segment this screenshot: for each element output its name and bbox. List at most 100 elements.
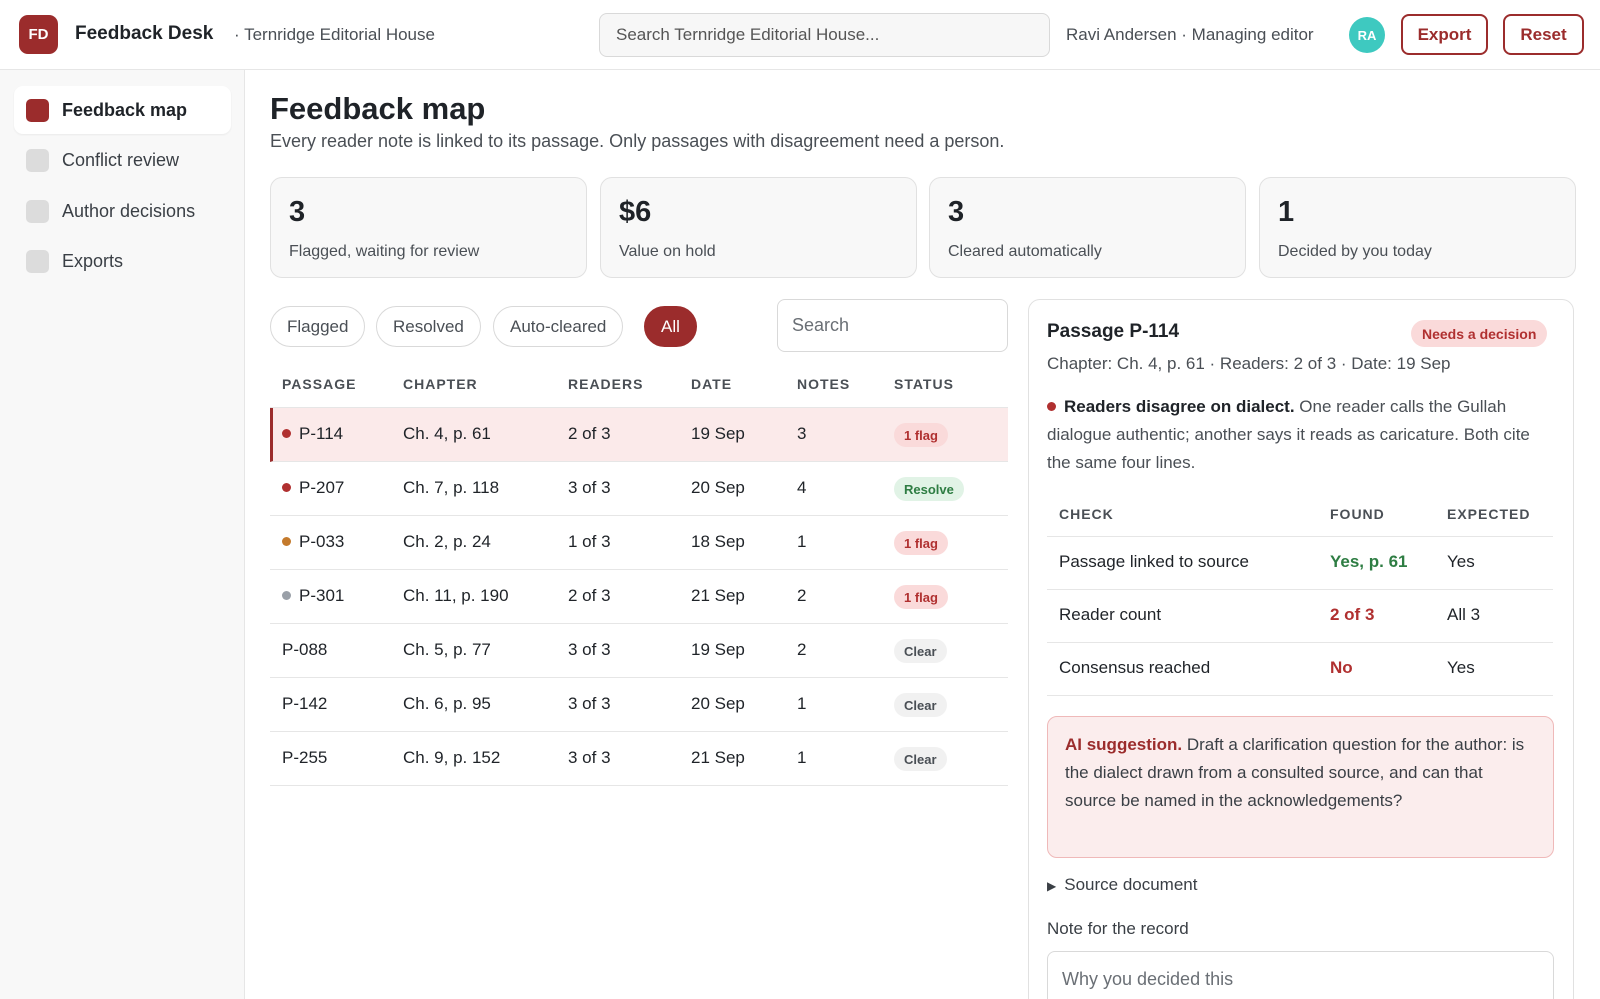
reset-button[interactable]: Reset [1503,14,1584,55]
table-row[interactable]: P-207 Ch. 7, p. 118 3 of 3 20 Sep 4 Resolve [270,462,1008,516]
cell-passage: P-033 [282,532,344,552]
nav-square-icon [26,199,49,223]
cell-text: 3 of 3 [568,748,611,767]
cell-text: P-114 [299,424,344,443]
description-headline: Readers disagree on dialect. [1064,397,1295,416]
passage-detail-panel: Passage P-114 Needs a decision Chapter: … [1028,299,1574,999]
stat-value: 3 [948,196,965,228]
cell-notes: 2 [797,586,806,606]
cell-text: 21 Sep [691,748,745,767]
ai-suggestion-box: AI suggestion. Draft a clarification que… [1047,716,1554,858]
avatar[interactable]: RA [1349,17,1385,53]
cell-text: 20 Sep [691,694,745,713]
export-button[interactable]: Export [1401,14,1488,55]
column-header-date[interactable]: DATE [691,376,733,392]
stat-label: Value on hold [619,243,716,260]
status-badge: Clear [894,639,947,663]
check-cell-check: Reader count [1059,605,1162,624]
cell-text: 20 Sep [691,478,745,497]
check-cell-found: No [1330,658,1353,677]
status-badge[interactable]: Resolve [894,477,964,501]
panel-description: Readers disagree on dialect. One reader … [1047,393,1547,477]
cell-text: 1 of 3 [568,532,611,551]
stat-label: Cleared automatically [948,243,1102,260]
table-row[interactable]: P-255 Ch. 9, p. 152 3 of 3 21 Sep 1 Clear [270,732,1008,786]
cell-notes: 1 [797,694,806,714]
check-cell-expected: All 3 [1447,605,1481,624]
status-badge: 1 flag [894,531,948,555]
cell-text: P-088 [282,640,328,659]
cell-chapter: Ch. 7, p. 118 [403,478,499,498]
sidebar-item-label: Feedback map [62,99,188,120]
sidebar-item-exports[interactable]: Exports [14,237,231,285]
sidebar-item-conflict-review[interactable]: Conflict review [14,136,231,184]
cell-text: 2 [797,640,807,659]
cell-chapter: Ch. 2, p. 24 [403,532,491,552]
page-subtitle: Every reader note is linked to its passa… [270,131,1005,151]
cell-date: 19 Sep [691,424,745,444]
top-bar: FD Feedback Desk · Ternridge Editorial H… [0,0,1600,70]
status-dot-icon [282,483,291,493]
note-label: Note for the record [1047,919,1189,938]
cell-notes: 1 [797,532,806,552]
source-document-toggle[interactable]: ▶ Source document [1047,875,1197,895]
filter-chip-auto-cleared[interactable]: Auto-cleared [493,306,624,347]
cell-text: P-142 [282,694,328,713]
decision-note-input[interactable] [1047,951,1554,999]
cell-date: 18 Sep [691,532,745,552]
check-cell-found: 2 of 3 [1330,605,1375,624]
cell-readers: 3 of 3 [568,640,611,660]
cell-text: 3 of 3 [568,640,611,659]
cell-text: Ch. 7, p. 118 [403,478,500,497]
cell-text: 1 [797,748,807,767]
cell-readers: 2 of 3 [568,424,611,444]
table-row[interactable]: P-033 Ch. 2, p. 24 1 of 3 18 Sep 1 1 flag [270,516,1008,570]
cell-text: 4 [797,478,807,497]
page-title: Feedback map [270,91,486,126]
cell-readers: 1 of 3 [568,532,611,552]
sidebar-item-feedback-map[interactable]: Feedback map [14,86,231,134]
nav-square-icon [26,249,49,273]
column-header-found: FOUND [1330,506,1385,522]
status-dot-icon [282,591,291,601]
cell-text: 19 Sep [691,640,745,659]
filter-chip-flagged[interactable]: Flagged [270,306,366,347]
check-cell-found: Yes, p. 61 [1330,552,1408,571]
table-row[interactable]: P-301 Ch. 11, p. 190 2 of 3 21 Sep 2 1 flag [270,570,1008,624]
cell-text: Ch. 11, p. 190 [403,586,509,605]
column-header-readers[interactable]: READERS [568,376,644,392]
cell-text: Ch. 2, p. 24 [403,532,491,551]
check-cell-check: Passage linked to source [1059,552,1249,571]
cell-chapter: Ch. 6, p. 95 [403,694,491,714]
table-row[interactable]: P-142 Ch. 6, p. 95 3 of 3 20 Sep 1 Clear [270,678,1008,732]
app-name: Feedback Desk [75,23,214,44]
check-table-header: CHECK FOUND EXPECTED [1047,499,1553,537]
user-label: Ravi Andersen · Managing editor [1066,25,1314,44]
cell-chapter: Ch. 11, p. 190 [403,586,509,606]
filter-chip-resolved[interactable]: Resolved [376,306,481,347]
cell-readers: 3 of 3 [568,694,611,714]
cell-text: 2 of 3 [568,424,611,443]
cell-text: P-207 [299,478,345,497]
column-header-notes[interactable]: NOTES [797,376,851,392]
check-cell-expected: Yes [1447,658,1475,677]
table-row[interactable]: P-114 Ch. 4, p. 61 2 of 3 19 Sep 3 1 flag [270,408,1008,462]
app-logo: FD [19,15,58,54]
panel-meta: Chapter: Ch. 4, p. 61 · Readers: 2 of 3 … [1047,354,1451,373]
column-header-chapter[interactable]: CHAPTER [403,376,478,392]
cell-text: Ch. 4, p. 61 [403,424,491,443]
check-cell-check: Consensus reached [1059,658,1211,677]
disclosure-triangle-icon: ▶ [1047,879,1057,893]
filter-chip-all[interactable]: All [644,306,697,347]
sidebar-item-author-decisions[interactable]: Author decisions [14,187,231,235]
cell-chapter: Ch. 5, p. 77 [403,640,491,660]
ai-suggestion-text: Draft a clarification question for the a… [1065,735,1525,810]
table-search-input[interactable] [777,299,1008,352]
cell-text: 2 of 3 [568,586,611,605]
column-header-passage[interactable]: PASSAGE [282,376,357,392]
cell-chapter: Ch. 4, p. 61 [403,424,491,444]
column-header-status[interactable]: STATUS [894,376,954,392]
status-badge: 1 flag [894,423,948,447]
table-row[interactable]: P-088 Ch. 5, p. 77 3 of 3 19 Sep 2 Clear [270,624,1008,678]
global-search-input[interactable] [599,13,1050,57]
